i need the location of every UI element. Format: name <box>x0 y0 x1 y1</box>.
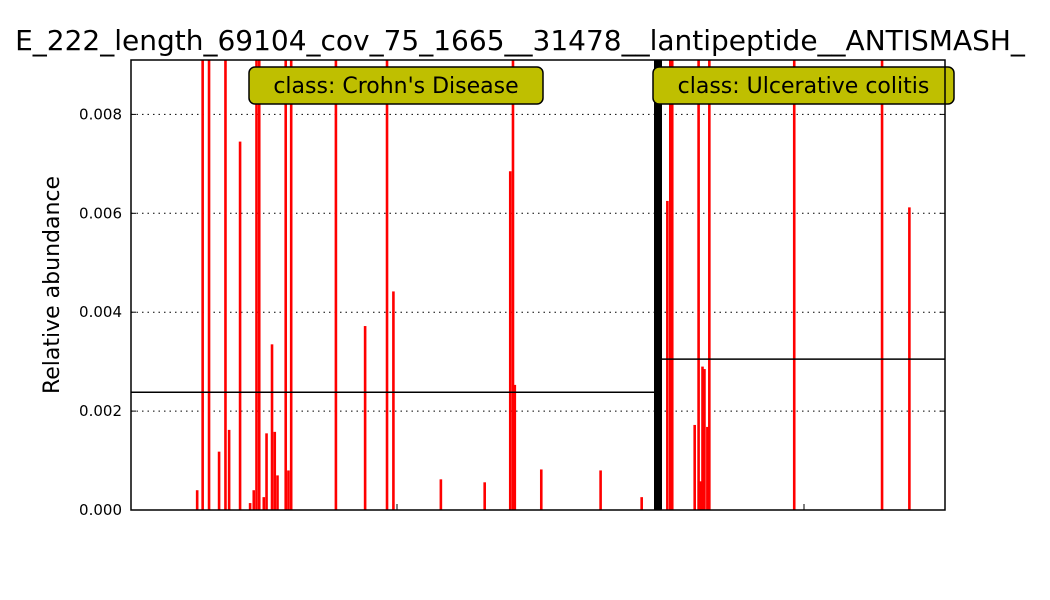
class-separator <box>654 60 662 510</box>
bar <box>701 366 704 510</box>
bar <box>248 503 252 510</box>
y-tick-label: 0.006 <box>79 204 122 222</box>
y-tick-label: 0.002 <box>79 402 122 420</box>
class-label-text: class: Crohn's Disease <box>273 74 518 99</box>
bar <box>513 384 517 510</box>
bar <box>334 60 338 510</box>
y-axis: 0.000 0.002 0.004 0.006 0.008 <box>79 105 945 519</box>
bar <box>195 490 199 510</box>
bar <box>252 490 256 510</box>
plot-frame <box>130 59 946 511</box>
overlays: class: Crohn's Disease class: Ulcerative … <box>131 60 955 510</box>
bar <box>792 60 796 510</box>
bar <box>255 60 258 510</box>
bar <box>666 200 669 510</box>
bar <box>273 431 277 510</box>
bar <box>508 171 512 510</box>
bar <box>262 497 266 510</box>
bar <box>439 479 443 510</box>
bar <box>708 60 711 510</box>
bar <box>265 433 268 510</box>
bar <box>363 326 367 510</box>
bar <box>224 60 227 510</box>
bars <box>195 60 911 511</box>
bar <box>201 60 204 510</box>
bar <box>257 60 261 510</box>
bar <box>697 60 700 510</box>
bar <box>276 475 279 510</box>
bar <box>227 429 231 510</box>
y-tick-label: 0.004 <box>79 303 122 321</box>
bar <box>270 344 274 510</box>
bar <box>392 291 395 510</box>
bar <box>670 60 674 510</box>
bar <box>703 369 706 510</box>
class-label-box <box>248 66 544 105</box>
bar <box>238 141 242 511</box>
class-label-box <box>652 66 955 105</box>
y-tick-label: 0.000 <box>79 501 122 519</box>
bar <box>284 60 288 510</box>
bar <box>385 60 389 510</box>
y-tick-label: 0.008 <box>79 105 122 123</box>
bar <box>217 451 221 510</box>
bar <box>668 60 672 510</box>
bar <box>640 497 643 510</box>
bar <box>289 60 293 510</box>
bar <box>539 469 543 510</box>
bar <box>880 60 884 510</box>
bar <box>287 470 290 510</box>
bar <box>693 424 696 510</box>
bar <box>706 426 709 510</box>
gridlines <box>131 113 945 412</box>
chart-title: E_222_length_69104_cov_75_1665__31478__l… <box>15 24 1026 57</box>
bar <box>699 481 702 510</box>
class-label-text: class: Ulcerative colitis <box>678 74 930 99</box>
y-axis-label: Relative abundance <box>40 176 65 394</box>
bar <box>207 60 211 510</box>
bar <box>483 482 486 510</box>
bar <box>599 470 602 510</box>
bar <box>511 60 515 510</box>
